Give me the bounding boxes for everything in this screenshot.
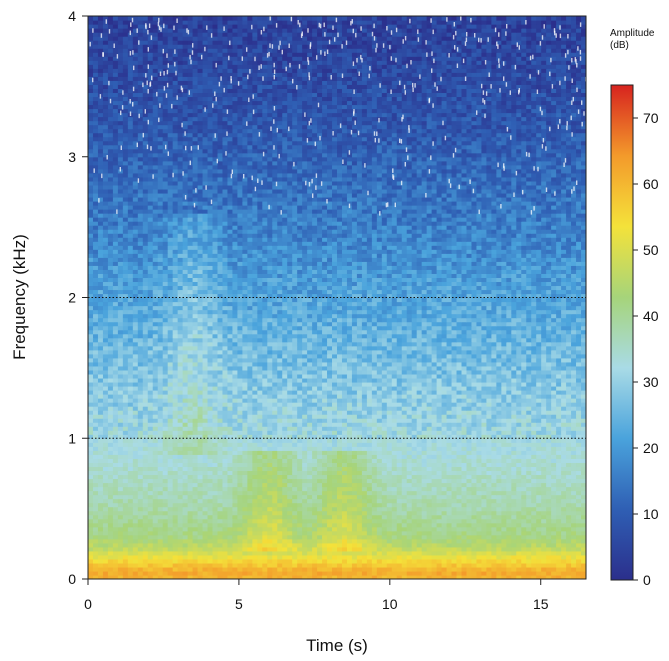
x-tick-label: 0 bbox=[84, 596, 92, 612]
y-axis: 0 1 2 3 4 bbox=[68, 8, 88, 587]
colorbar-tick-label: 40 bbox=[643, 308, 659, 324]
x-tick-label: 10 bbox=[382, 596, 398, 612]
colorbar-tick-label: 60 bbox=[643, 176, 659, 192]
y-axis-title: Frequency (kHz) bbox=[10, 234, 29, 360]
colorbar-tick-label: 50 bbox=[643, 242, 659, 258]
y-tick-label: 4 bbox=[68, 8, 76, 24]
plot-area bbox=[88, 16, 586, 579]
colorbar-ticks: 0 10 20 30 40 50 60 70 bbox=[633, 110, 659, 588]
colorbar-unit: (dB) bbox=[610, 40, 629, 51]
colorbar-scale bbox=[610, 84, 634, 581]
reference-lines bbox=[88, 297, 586, 439]
colorbar-tick-label: 0 bbox=[643, 572, 651, 588]
y-tick-label: 2 bbox=[68, 290, 76, 306]
y-tick-label: 0 bbox=[68, 571, 76, 587]
colorbar-tick-label: 20 bbox=[643, 440, 659, 456]
x-tick-label: 15 bbox=[533, 596, 549, 612]
x-tick-label: 5 bbox=[235, 596, 243, 612]
y-tick-label: 1 bbox=[68, 430, 76, 446]
colorbar: Amplitude (dB) 0 10 20 30 40 50 60 70 bbox=[610, 28, 659, 588]
colorbar-tick-label: 70 bbox=[643, 110, 659, 126]
x-axis: 0 5 10 15 bbox=[84, 579, 549, 612]
x-axis-title: Time (s) bbox=[306, 636, 368, 655]
colorbar-tick-label: 30 bbox=[643, 374, 659, 390]
colorbar-title: Amplitude bbox=[610, 28, 655, 39]
colorbar-tick-label: 10 bbox=[643, 506, 659, 522]
y-tick-label: 3 bbox=[68, 149, 76, 165]
